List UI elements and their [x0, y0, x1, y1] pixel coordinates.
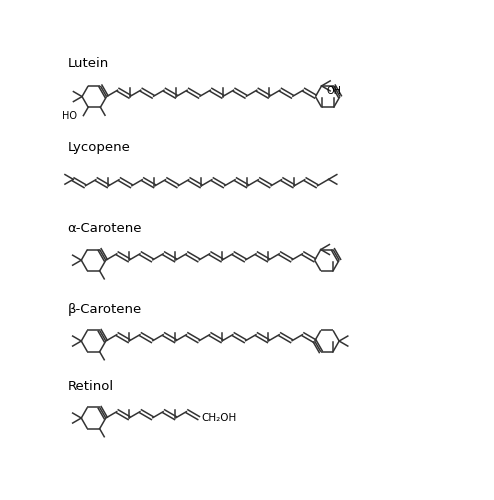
Text: Retinol: Retinol: [68, 380, 114, 393]
Text: OH: OH: [327, 86, 341, 96]
Text: β-Carotene: β-Carotene: [68, 303, 142, 316]
Text: Lutein: Lutein: [68, 56, 109, 70]
Text: α-Carotene: α-Carotene: [68, 222, 142, 235]
Text: Lycopene: Lycopene: [68, 142, 130, 154]
Text: CH₂OH: CH₂OH: [202, 413, 237, 423]
Text: HO: HO: [62, 111, 78, 121]
